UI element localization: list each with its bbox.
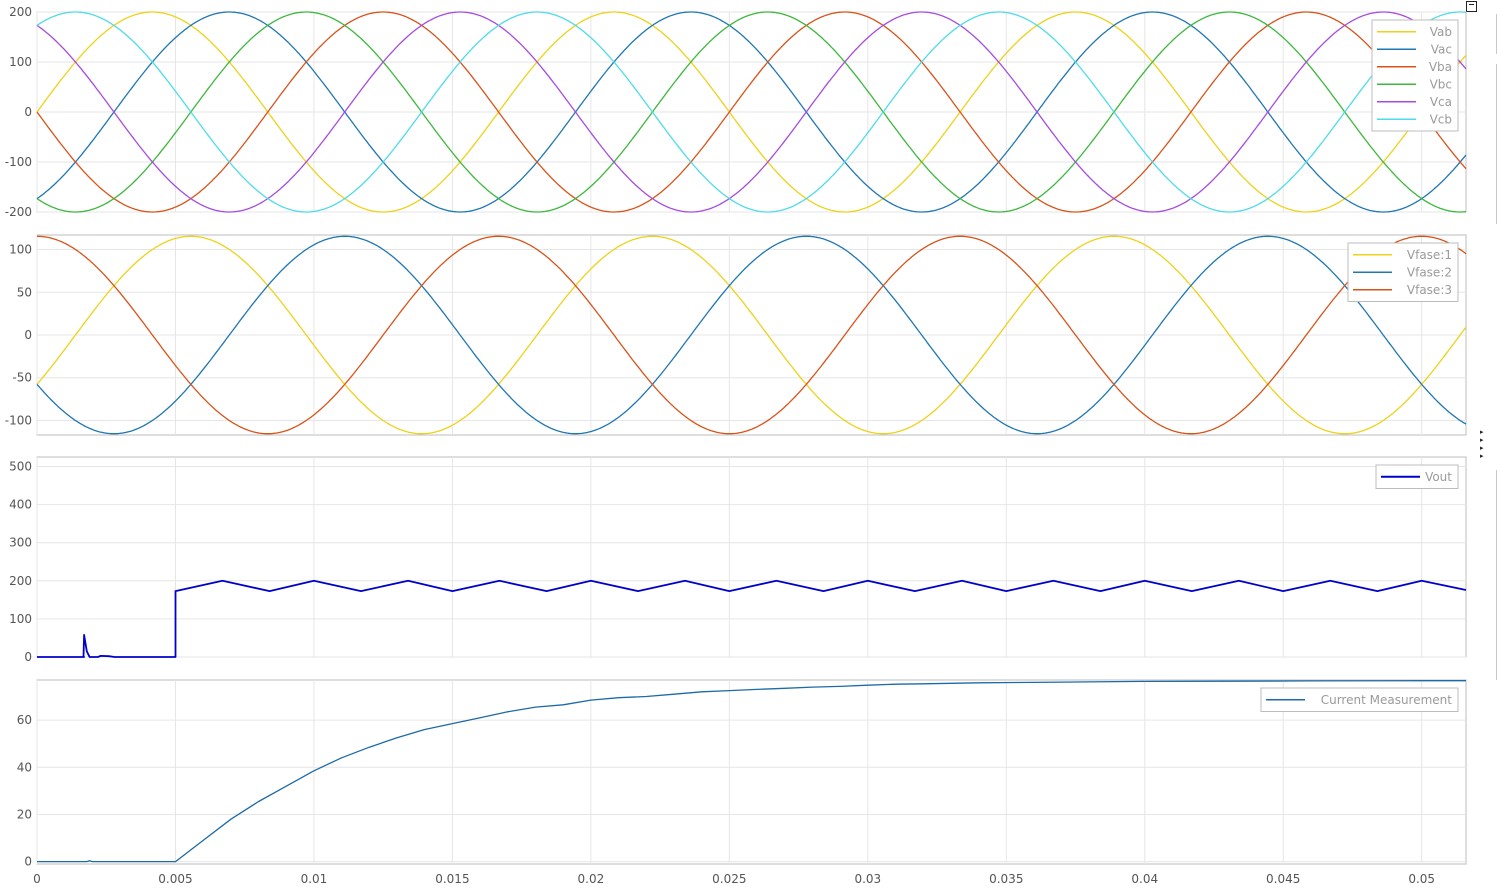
scope-panel-2: -100 -50 0 50 100 Vfase:1 Vfase:2 Vfase:3 (5, 234, 1467, 436)
y-tick-label: 100 (9, 55, 32, 69)
legend: Vfase:1 Vfase:2 Vfase:3 (1347, 242, 1459, 302)
y-tick-label: 0 (24, 105, 32, 119)
x-tick-label: 0.015 (435, 872, 469, 886)
series-line-vcb (36, 11, 1467, 213)
legend-label: Vout (1425, 470, 1452, 484)
y-tick-label: 400 (9, 498, 32, 512)
scope-panel-3: 0 100 200 300 400 500 Vout (9, 456, 1467, 664)
x-tick-label: 0.02 (578, 872, 605, 886)
series-line-vbc (36, 11, 1467, 213)
y-tick-label: 50 (17, 285, 32, 299)
x-tick-label: 0 (33, 872, 41, 886)
y-tick-label: -100 (5, 155, 32, 169)
y-tick-label: 0 (24, 328, 32, 342)
x-tick-label: 0.04 (1131, 872, 1158, 886)
legend-label: Vfase:3 (1407, 283, 1452, 297)
legend-label: Vac (1431, 42, 1452, 56)
y-tick-label: 60 (17, 713, 32, 727)
x-tick-label: 0.005 (158, 872, 192, 886)
plot-area (36, 679, 1467, 865)
y-tick-label: 300 (9, 536, 32, 550)
series-line-vfase-3 (37, 235, 1467, 435)
y-tick-label: 40 (17, 760, 32, 774)
series-line-vfase-2 (36, 235, 1467, 435)
scope-panel-4: 0 20 40 60 Current Measurement 0 0.005 0.01 0.01… (17, 679, 1467, 886)
y-tick-label: 200 (9, 5, 32, 19)
resize-arrows[interactable]: ▸ ▸ ▸ ▸ (1480, 428, 1488, 468)
legend-label: Vba (1429, 60, 1452, 74)
y-tick-label: -100 (5, 413, 32, 427)
legend-label: Vfase:2 (1407, 265, 1452, 279)
y-tick-label: 20 (17, 807, 32, 821)
legend-label: Vbc (1430, 77, 1452, 91)
undock-button[interactable] (1466, 1, 1477, 12)
y-tick-label: 200 (9, 574, 32, 588)
y-tick-label: -200 (5, 205, 32, 219)
legend-label: Vfase:1 (1407, 248, 1452, 262)
series-line-current-measurement (37, 680, 1466, 863)
x-tick-label: 0.05 (1408, 872, 1435, 886)
series-line-vab (36, 11, 1467, 213)
series-line-vba (36, 11, 1467, 213)
y-tick-label: 0 (24, 855, 32, 869)
triangle-right-icon: ▸ (1480, 444, 1484, 452)
legend-label: Vca (1430, 95, 1452, 109)
legend-label: Current Measurement (1321, 693, 1453, 707)
legend: Current Measurement (1260, 687, 1459, 712)
triangle-right-icon: ▸ (1480, 436, 1484, 444)
triangle-right-icon: ▸ (1480, 428, 1484, 436)
legend: Vout (1375, 464, 1459, 489)
x-tick-label: 0.03 (854, 872, 881, 886)
x-tick-label: 0.025 (712, 872, 746, 886)
x-tick-label: 0.045 (1266, 872, 1300, 886)
triangle-right-icon: ▸ (1480, 452, 1484, 460)
legend: Vab Vac Vba Vbc Vca Vcb (1371, 19, 1459, 132)
series-line-vca (36, 11, 1467, 213)
legend-box (1371, 19, 1459, 132)
y-tick-label: 0 (24, 650, 32, 664)
series-line-vfase-1 (36, 235, 1467, 435)
y-tick-label: 500 (9, 460, 32, 474)
y-tick-label: 100 (9, 612, 32, 626)
x-tick-label: 0.01 (301, 872, 328, 886)
y-tick-label: 100 (9, 243, 32, 257)
series-line-vac (36, 11, 1467, 213)
legend-label: Vab (1430, 25, 1452, 39)
y-tick-label: -50 (12, 371, 32, 385)
plot-area (36, 456, 1467, 658)
x-tick-label: 0.035 (989, 872, 1023, 886)
series-line-vout (37, 579, 1467, 658)
legend-label: Vcb (1430, 112, 1452, 126)
scope-panel-1: -200 -100 0 100 200 Vab Vac Vba Vbc Vca Vcb (5, 5, 1467, 219)
legend-box (1260, 687, 1459, 712)
